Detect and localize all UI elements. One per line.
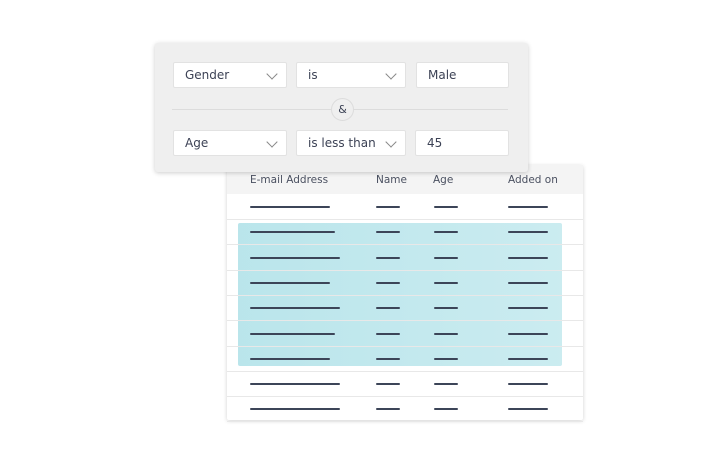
email-placeholder xyxy=(250,256,340,259)
name-placeholder xyxy=(376,256,400,259)
chevron-down-icon xyxy=(266,68,278,80)
name-placeholder xyxy=(376,231,400,234)
added-on-placeholder xyxy=(508,256,548,259)
added-on-placeholder xyxy=(508,206,548,208)
added-on-placeholder xyxy=(508,383,548,386)
added-on-placeholder xyxy=(508,408,548,411)
name-placeholder xyxy=(376,281,400,284)
field-value: Gender xyxy=(185,68,230,82)
email-placeholder xyxy=(250,357,330,360)
added-on-placeholder xyxy=(508,281,548,284)
field-value: Age xyxy=(185,136,209,150)
table-row[interactable] xyxy=(227,194,583,220)
email-placeholder xyxy=(250,281,330,284)
conjunction-badge[interactable]: & xyxy=(331,98,354,121)
added-on-placeholder xyxy=(508,231,548,234)
filter-operator-select-2[interactable]: is less than xyxy=(296,130,406,156)
age-placeholder xyxy=(434,357,458,360)
filter-operator-select-1[interactable]: is xyxy=(296,62,406,88)
column-added-on[interactable]: Added on xyxy=(508,174,558,186)
email-placeholder xyxy=(250,408,340,411)
filter-value-input-1[interactable]: Male xyxy=(416,62,509,88)
age-placeholder xyxy=(434,383,458,386)
email-placeholder xyxy=(250,231,335,234)
name-placeholder xyxy=(376,332,400,335)
table-row[interactable] xyxy=(227,371,583,398)
filter-value-input-2[interactable]: 45 xyxy=(415,130,509,156)
table-row[interactable] xyxy=(227,245,583,271)
age-placeholder xyxy=(434,206,458,208)
name-placeholder xyxy=(376,307,400,310)
column-name[interactable]: Name xyxy=(376,174,407,186)
email-placeholder xyxy=(250,332,335,335)
email-placeholder xyxy=(250,383,340,386)
filter-field-select-2[interactable]: Age xyxy=(173,130,287,156)
added-on-placeholder xyxy=(508,332,548,335)
added-on-placeholder xyxy=(508,357,548,360)
age-placeholder xyxy=(434,332,458,335)
name-placeholder xyxy=(376,408,400,411)
table-row[interactable] xyxy=(227,270,583,296)
contacts-table: E-mail Address Name Age Added on xyxy=(227,165,583,423)
added-on-placeholder xyxy=(508,307,548,310)
age-placeholder xyxy=(434,231,458,234)
name-placeholder xyxy=(376,383,400,386)
column-email[interactable]: E-mail Address xyxy=(250,174,329,186)
table-row[interactable] xyxy=(227,346,583,372)
chevron-down-icon xyxy=(385,68,397,80)
table-row[interactable] xyxy=(227,321,583,347)
filter-panel: Gender is Male & Age is less than 45 xyxy=(155,43,528,172)
operator-value: is less than xyxy=(308,136,376,150)
chevron-down-icon xyxy=(266,136,278,148)
email-placeholder xyxy=(250,307,340,310)
operator-value: is xyxy=(308,68,318,82)
table-row[interactable] xyxy=(227,295,583,322)
age-placeholder xyxy=(434,408,458,411)
table-row[interactable] xyxy=(227,219,583,246)
column-age[interactable]: Age xyxy=(433,174,454,186)
age-placeholder xyxy=(434,256,458,259)
table-row[interactable] xyxy=(227,396,583,423)
name-placeholder xyxy=(376,206,400,208)
chevron-down-icon xyxy=(385,136,397,148)
age-placeholder xyxy=(434,281,458,284)
matching-rows-highlight xyxy=(238,223,562,366)
age-placeholder xyxy=(434,307,458,310)
filter-field-select-1[interactable]: Gender xyxy=(173,62,287,88)
name-placeholder xyxy=(376,357,400,360)
email-placeholder xyxy=(250,206,330,208)
